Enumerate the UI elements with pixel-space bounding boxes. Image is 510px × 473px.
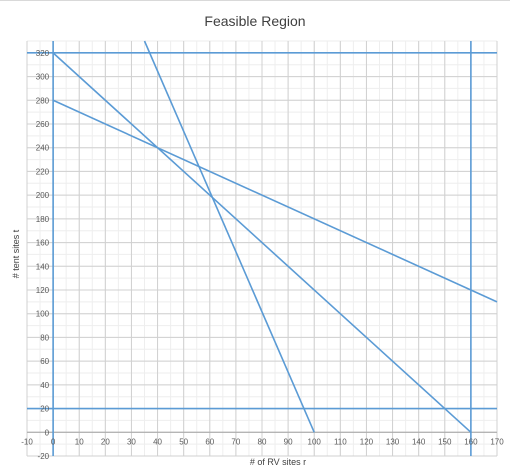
x-tick-label: 120 [360,437,374,446]
y-tick-label: 200 [36,191,50,200]
x-tick-label: 110 [334,437,347,446]
y-tick-label: 100 [36,310,50,319]
y-tick-label: 140 [36,262,50,271]
x-tick-label: 140 [412,437,426,446]
x-tick-label: 150 [438,437,452,446]
y-tick-label: 20 [40,405,49,414]
y-tick-label: 60 [40,357,49,366]
x-tick-label: 160 [464,437,478,446]
x-tick-label: 80 [258,437,267,446]
x-tick-label: 170 [490,437,504,446]
x-tick-label: 100 [308,437,322,446]
y-tick-label: 280 [36,96,50,105]
x-tick-label: 20 [101,437,110,446]
y-tick-label: 160 [36,239,50,248]
x-tick-label: 70 [231,437,240,446]
x-tick-label: 10 [75,437,84,446]
y-tick-label: 220 [36,167,50,176]
x-axis-title: # of RV sites r [250,457,306,467]
series-layer [27,40,498,456]
label-layer: -10 0 10 20 30 40 50 60 70 80 90 100 110 120 130 140 150… [21,49,504,461]
series-line-6 [52,99,498,303]
x-tick-label: 0 [51,437,56,446]
y-tick-label: 260 [36,120,50,129]
chart-title: Feasible Region [204,13,306,29]
x-tick-label: -10 [21,437,33,446]
y-tick-label: 300 [36,73,50,82]
y-tick-label: 120 [36,286,50,295]
series-line-5 [52,52,472,433]
x-tick-label: 40 [153,437,162,446]
x-tick-label: 90 [284,437,293,446]
x-tick-label: 30 [127,437,136,446]
y-axis-title: # tent sites t [11,229,21,278]
y-tick-label: 180 [36,215,50,224]
x-tick-label: 50 [179,437,188,446]
y-tick-label: 0 [45,428,50,437]
y-tick-label: 40 [40,381,49,390]
x-tick-label: 130 [386,437,400,446]
x-tick-label: 60 [205,437,214,446]
y-tick-label: 320 [36,49,50,58]
series-line-7 [143,40,315,433]
y-tick-label: 240 [36,144,50,153]
y-tick-label: -20 [38,452,50,461]
grid-layer [26,40,498,457]
y-tick-label: 80 [40,333,49,342]
